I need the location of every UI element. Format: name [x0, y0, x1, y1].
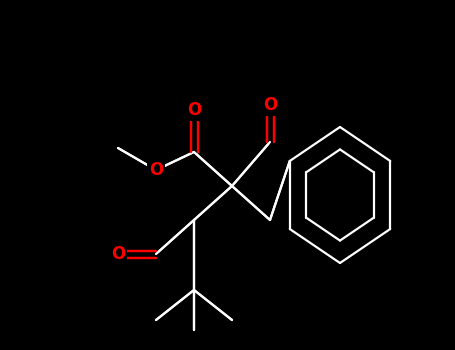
Text: O: O [149, 161, 163, 179]
Text: O: O [111, 245, 125, 263]
Text: O: O [263, 96, 277, 114]
Text: O: O [187, 101, 201, 119]
